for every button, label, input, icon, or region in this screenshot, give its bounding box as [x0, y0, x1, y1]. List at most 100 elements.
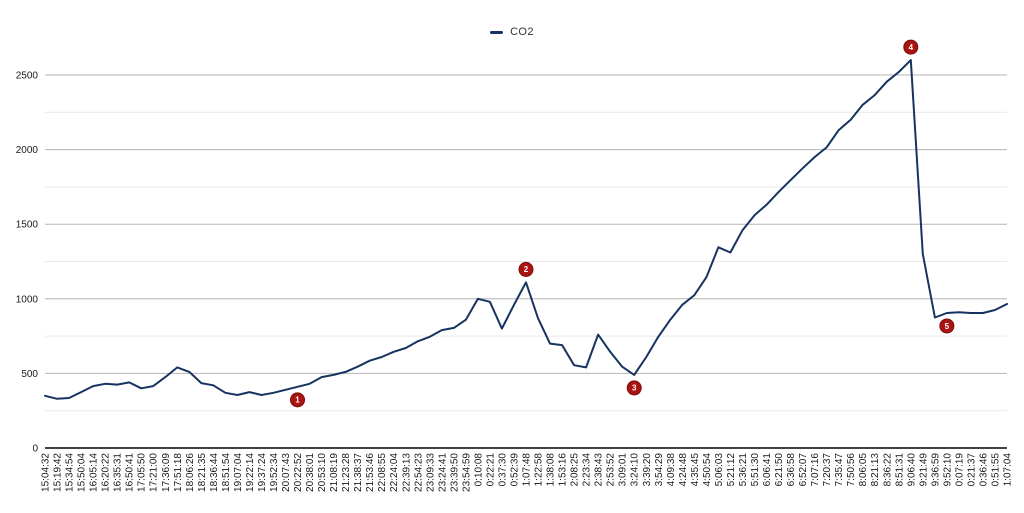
x-tick-label: 0:37:30	[497, 453, 508, 487]
x-tick-label: 22:08:55	[377, 453, 388, 492]
y-tick-label: 1000	[16, 294, 39, 305]
x-tick-label: 17:05:50	[137, 453, 148, 492]
x-tick-label: 2:08:25	[570, 453, 581, 487]
x-tick-label: 19:37:24	[257, 453, 268, 492]
x-tick-label: 3:24:10	[630, 453, 641, 487]
x-tick-label: 17:21:00	[149, 453, 160, 492]
y-tick-label: 0	[32, 444, 38, 455]
x-tick-label: 16:20:22	[101, 453, 112, 492]
x-tick-label: 18:21:35	[197, 453, 208, 492]
x-tick-label: 22:24:04	[389, 453, 400, 492]
x-tick-label: 23:09:33	[425, 453, 436, 492]
x-tick-label: 21:53:46	[365, 453, 376, 492]
x-tick-label: 0:21:37	[966, 453, 977, 487]
x-tick-label: 2:53:52	[606, 453, 617, 487]
x-tick-label: 8:06:05	[858, 453, 869, 487]
co2-series-line	[44, 59, 1008, 400]
x-tick-label: 7:07:16	[810, 453, 821, 487]
x-tick-label: 9:06:40	[906, 453, 917, 487]
annotation-marker-circle	[626, 380, 642, 396]
x-tick-label: 19:52:34	[269, 453, 280, 492]
x-tick-label: 6:21:50	[774, 453, 785, 487]
x-tick-label: 0:07:19	[954, 453, 965, 487]
x-tick-label: 15:19:42	[53, 453, 64, 492]
x-tick-label: 0:22:21	[485, 453, 496, 487]
x-tick-label: 3:09:01	[618, 453, 629, 487]
annotation-marker-number: 3	[632, 384, 637, 393]
annotation-marker-2[interactable]: 2	[518, 261, 534, 277]
x-tick-label: 16:35:31	[113, 453, 124, 492]
annotation-marker-number: 4	[909, 43, 914, 52]
x-tick-label: 18:06:26	[185, 453, 196, 492]
annotation-marker-1[interactable]: 1	[290, 392, 306, 408]
x-tick-label: 3:39:20	[642, 453, 653, 487]
x-tick-label: 0:51:55	[990, 453, 1001, 487]
x-tick-label: 7:20:37	[822, 453, 833, 487]
x-tick-label: 1:07:04	[1003, 453, 1014, 487]
annotation-marker-number: 2	[524, 265, 529, 274]
x-tick-label: 20:07:43	[281, 453, 292, 492]
annotation-marker-3[interactable]: 3	[626, 380, 642, 396]
x-tick-label: 5:36:21	[738, 453, 749, 487]
x-tick-label: 21:38:37	[353, 453, 364, 492]
x-tick-label: 3:54:29	[654, 453, 665, 487]
x-tick-label: 2:38:43	[594, 453, 605, 487]
x-tick-label: 15:50:04	[77, 453, 88, 492]
x-tick-label: 22:39:13	[401, 453, 412, 492]
x-tick-label: 4:35:45	[690, 453, 701, 487]
x-tick-label: 0:52:39	[509, 453, 520, 487]
x-tick-label: 4:24:48	[678, 453, 689, 487]
x-tick-label: 22:54:23	[413, 453, 424, 492]
x-tick-label: 5:21:12	[726, 453, 737, 487]
y-tick-label: 1500	[16, 220, 39, 231]
x-tick-label: 20:53:10	[317, 453, 328, 492]
x-tick-label: 0:10:08	[473, 453, 484, 487]
x-tick-label: 16:05:14	[89, 453, 100, 492]
x-tick-label: 23:39:50	[449, 453, 460, 492]
x-tick-label: 1:22:58	[534, 453, 545, 487]
x-tick-label: 9:36:59	[930, 453, 941, 487]
annotation-marker-circle	[939, 318, 955, 334]
x-tick-label: 8:36:22	[882, 453, 893, 487]
annotation-marker-circle	[518, 261, 534, 277]
x-tick-label: 9:52:10	[942, 453, 953, 487]
x-tick-label: 16:50:41	[125, 453, 136, 492]
annotation-marker-circle	[903, 39, 919, 55]
x-tick-label: 7:35:47	[834, 453, 845, 487]
x-tick-label: 5:51:30	[750, 453, 761, 487]
x-tick-label: 5:06:03	[714, 453, 725, 487]
x-tick-label: 8:51:31	[894, 453, 905, 487]
x-tick-label: 21:23:28	[341, 453, 352, 492]
x-tick-label: 6:52:07	[798, 453, 809, 487]
x-tick-label: 15:04:32	[41, 453, 52, 492]
x-tick-label: 8:21:13	[870, 453, 881, 487]
x-tick-label: 9:21:49	[918, 453, 929, 487]
annotation-marker-5[interactable]: 5	[939, 318, 955, 334]
x-tick-label: 1:53:16	[558, 453, 569, 487]
y-tick-label: 500	[21, 369, 38, 380]
x-tick-label: 17:51:18	[173, 453, 184, 492]
x-tick-label: 2:23:34	[582, 453, 593, 487]
x-tick-label: 19:07:04	[233, 453, 244, 492]
x-tick-label: 18:51:54	[221, 453, 232, 492]
annotation-marker-number: 1	[295, 396, 300, 405]
x-tick-label: 21:08:19	[329, 453, 340, 492]
x-tick-label: 1:38:08	[546, 453, 557, 487]
x-tick-label: 23:24:41	[437, 453, 448, 492]
x-tick-label: 20:22:52	[293, 453, 304, 492]
x-tick-label: 15:34:54	[65, 453, 76, 492]
x-tick-label: 4:50:54	[702, 453, 713, 487]
annotation-marker-circle	[290, 392, 306, 408]
x-tick-label: 7:50:56	[846, 453, 857, 487]
x-tick-label: 19:22:14	[245, 453, 256, 492]
annotation-marker-4[interactable]: 4	[903, 39, 919, 55]
x-tick-label: 0:36:46	[978, 453, 989, 487]
x-tick-label: 18:36:44	[209, 453, 220, 492]
x-tick-label: 6:06:41	[762, 453, 773, 487]
x-tick-label: 1:07:48	[522, 453, 533, 487]
x-tick-label: 6:36:58	[786, 453, 797, 487]
y-tick-label: 2000	[16, 145, 39, 156]
y-tick-label: 2500	[16, 71, 39, 82]
